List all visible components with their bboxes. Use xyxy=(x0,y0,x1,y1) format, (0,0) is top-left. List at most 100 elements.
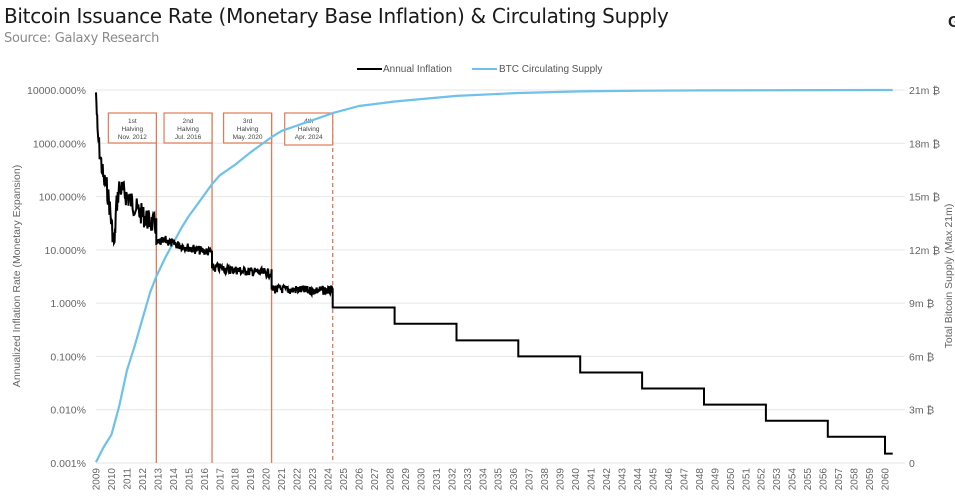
x-tick-label: 2031 xyxy=(432,468,443,491)
x-tick-label: 2036 xyxy=(509,468,520,491)
legend-label-supply: BTC Circulating Supply xyxy=(499,64,602,75)
halving-label-text: Halving xyxy=(121,126,143,133)
series-line-inflation xyxy=(95,92,893,455)
halving-label-text: Halving xyxy=(298,126,320,133)
x-tick-label: 2013 xyxy=(153,468,164,491)
x-tick-label: 2023 xyxy=(308,468,319,491)
halving-label-text: Halving xyxy=(237,126,259,133)
x-tick-label: 2046 xyxy=(664,468,675,491)
y-tick-label: 1.000% xyxy=(50,298,86,310)
x-tick-label: 2059 xyxy=(865,468,876,491)
halving-label-ordinal: 3rd xyxy=(243,118,253,125)
x-tick-label: 2014 xyxy=(169,468,180,491)
halving-label-ordinal: 2nd xyxy=(183,118,194,125)
y2-tick-label: 21m ₿ xyxy=(909,85,940,97)
halving-label-date: Jul. 2016 xyxy=(175,134,202,141)
y-tick-label: 0.010% xyxy=(50,405,86,417)
legend: Annual Inflation BTC Circulating Supply xyxy=(357,64,602,75)
x-tick-label: 2048 xyxy=(695,468,706,491)
x-tick-label: 2034 xyxy=(478,468,489,491)
x-tick-label: 2027 xyxy=(370,468,381,491)
y-tick-label: 0.001% xyxy=(50,458,86,470)
series-group xyxy=(95,88,893,463)
y-tick-label: 0.100% xyxy=(50,351,86,363)
halving-box xyxy=(222,112,273,144)
x-tick-label: 2044 xyxy=(633,468,644,491)
x-axis: 2009 2010 2011 2012 2013 2014 2015 2016 2017 2018… xyxy=(92,468,892,491)
x-tick-label: 2055 xyxy=(803,468,814,491)
x-tick-label: 2030 xyxy=(416,468,427,491)
legend-label-inflation: Annual Inflation xyxy=(383,64,452,75)
y-tick-label: 100.000% xyxy=(39,192,86,204)
x-tick-label: 2057 xyxy=(834,468,845,491)
halving-label-date: Nov. 2012 xyxy=(118,134,148,141)
y2-tick-label: 6m ₿ xyxy=(909,351,935,363)
x-tick-label: 2011 xyxy=(122,468,133,490)
y-tick-label: 10.000% xyxy=(45,245,86,257)
x-tick-label: 2017 xyxy=(215,468,226,491)
x-tick-label: 2038 xyxy=(540,468,551,491)
halving-box xyxy=(163,112,213,144)
x-tick-label: 2047 xyxy=(679,468,690,491)
chart-title: Bitcoin Issuance Rate (Monetary Base Inf… xyxy=(4,4,669,28)
halving-box xyxy=(107,112,157,144)
x-tick-label: 2021 xyxy=(277,468,288,491)
x-tick-label: 2037 xyxy=(525,468,536,491)
y2-tick-label: 15m ₿ xyxy=(909,192,940,204)
x-tick-label: 2015 xyxy=(184,468,195,491)
x-tick-label: 2060 xyxy=(881,468,892,491)
y-axis-left: 10000.000% 1000.000% 100.000% 10.000% 1.000%… xyxy=(27,85,86,470)
x-tick-label: 2052 xyxy=(757,468,768,491)
x-tick-label: 2058 xyxy=(850,468,861,491)
x-tick-label: 2010 xyxy=(107,468,118,491)
x-tick-label: 2053 xyxy=(772,468,783,491)
x-tick-label: 2032 xyxy=(447,468,458,491)
x-tick-label: 2042 xyxy=(602,468,613,491)
y2-axis-label: Total Bitcoin Supply (Max 21m) xyxy=(943,204,955,349)
y2-tick-label: 12m ₿ xyxy=(909,245,940,257)
x-tick-label: 2040 xyxy=(571,468,582,491)
y2-tick-label: 0 xyxy=(909,458,915,470)
x-tick-label: 2049 xyxy=(710,468,721,491)
x-tick-label: 2009 xyxy=(92,468,103,491)
y-tick-label: 10000.000% xyxy=(27,85,86,97)
y2-tick-label: 9m ₿ xyxy=(909,298,935,310)
x-tick-label: 2039 xyxy=(556,468,567,491)
y-tick-label: 1000.000% xyxy=(33,138,86,150)
y2-tick-label: 3m ₿ xyxy=(909,405,935,417)
halving-label-text: Halving xyxy=(177,126,199,133)
halving-label-date: May. 2020 xyxy=(233,134,263,141)
x-tick-label: 2050 xyxy=(726,468,737,491)
x-tick-label: 2029 xyxy=(401,468,412,491)
chart-subtitle: Source: Galaxy Research xyxy=(4,31,160,46)
x-tick-label: 2025 xyxy=(339,468,350,491)
x-tick-label: 2033 xyxy=(463,468,474,491)
x-tick-label: 2054 xyxy=(788,468,799,491)
x-tick-label: 2019 xyxy=(246,468,257,491)
grid-lines xyxy=(96,89,905,464)
x-tick-label: 2024 xyxy=(324,468,335,491)
x-tick-label: 2022 xyxy=(293,468,304,491)
x-tick-label: 2026 xyxy=(355,468,366,491)
halving-label-date: Apr. 2024 xyxy=(295,134,323,141)
galaxy-logo: G xyxy=(948,14,955,31)
y-axis-label: Annualized Inflation Rate (Monetary Expa… xyxy=(11,165,23,387)
x-tick-label: 2020 xyxy=(262,468,273,491)
x-tick-label: 2012 xyxy=(138,468,149,491)
y2-tick-label: 18m ₿ xyxy=(909,138,940,150)
series-line-supply xyxy=(95,88,893,463)
x-tick-label: 2051 xyxy=(741,468,752,491)
x-tick-label: 2035 xyxy=(494,468,505,491)
halving-label-ordinal: 1st xyxy=(128,118,137,125)
x-tick-label: 2018 xyxy=(231,468,242,491)
x-tick-label: 2045 xyxy=(648,468,659,491)
x-tick-label: 2056 xyxy=(819,468,830,491)
x-tick-label: 2016 xyxy=(200,468,211,491)
x-tick-label: 2028 xyxy=(385,468,396,491)
x-tick-label: 2043 xyxy=(618,468,629,491)
x-tick-label: 2041 xyxy=(587,468,598,491)
